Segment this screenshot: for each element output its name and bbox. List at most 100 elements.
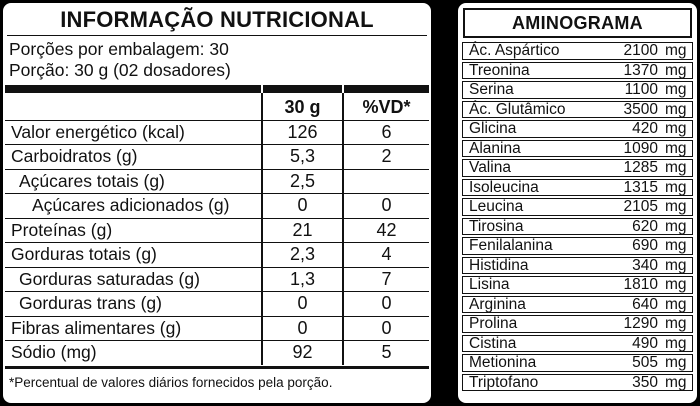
amino-acid-unit: mg (665, 139, 687, 157)
amino-row: Arginina 640 mg (462, 295, 693, 313)
nutrition-row: Açúcares totais (g) 2,5 (5, 169, 429, 194)
nutrition-table: 30 g %VD* Valor energético (kcal) 126 6 Car… (5, 93, 429, 365)
amino-acid-value: 2100 (623, 42, 658, 59)
nutrient-amount: 1,3 (261, 267, 342, 291)
amino-row: Triptofano 350 mg (462, 373, 693, 391)
nutrition-row: Gorduras saturadas (g) 1,3 7 (5, 267, 429, 292)
thick-divider-bar (5, 85, 429, 93)
amino-acid-value: 1290 (623, 315, 658, 332)
amino-acid-name: Glicina (469, 120, 517, 137)
nutrient-label: Gorduras saturadas (g) (19, 268, 200, 289)
amino-acid-value: 1285 (623, 159, 658, 176)
aminogram-table-body: Ác. Aspártico 2100 mg Treonina 1370 mg Serina 1… (462, 42, 693, 391)
amino-row: Valina 1285 mg (462, 159, 693, 177)
daily-value-footnote: *Percentual de valores diários fornecido… (9, 374, 333, 390)
amino-acid-name: Tirosina (469, 217, 524, 235)
amino-row: Leucina 2105 mg (462, 198, 693, 216)
amino-row: Treonina 1370 mg (462, 61, 693, 79)
amino-acid-value: 1090 (623, 139, 658, 157)
amino-acid-name: Ác. Glutâmico (469, 100, 566, 118)
nutrient-label: Carboidratos (g) (11, 146, 138, 166)
amino-acid-value: 340 (632, 256, 658, 274)
nutrition-table-header: 30 g %VD* (5, 93, 429, 121)
amino-row: Fenilalanina 690 mg (462, 237, 693, 255)
amino-acid-name: Serina (469, 81, 514, 98)
amino-acid-value: 490 (632, 334, 658, 352)
amino-row: Isoleucina 1315 mg (462, 178, 693, 196)
amino-acid-name: Alanina (469, 139, 521, 157)
nutrition-row: Gorduras trans (g) 0 0 (5, 292, 429, 317)
amino-acid-unit: mg (665, 120, 687, 137)
amino-acid-value: 1810 (623, 276, 658, 293)
amino-acid-unit: mg (665, 256, 687, 274)
nutrient-daily-value: 6 (342, 120, 429, 144)
nutrition-row: Valor energético (kcal) 126 6 (5, 120, 429, 145)
amino-acid-unit: mg (665, 373, 687, 391)
divider-bar-segment (342, 85, 429, 93)
amino-acid-value: 640 (632, 295, 658, 313)
servings-per-package: Porções por embalagem: 30 (9, 39, 229, 59)
amino-row: Cistina 490 mg (462, 334, 693, 352)
nutrient-label: Açúcares totais (g) (19, 170, 165, 191)
amino-acid-name: Cistina (469, 334, 517, 352)
amino-acid-unit: mg (665, 198, 687, 215)
amino-acid-name: Triptofano (469, 373, 539, 391)
nutrient-amount: 92 (261, 341, 342, 365)
amino-acid-value: 620 (632, 217, 658, 235)
nutrition-row: Fibras alimentares (g) 0 0 (5, 316, 429, 341)
amino-row: Lisina 1810 mg (462, 276, 693, 294)
header-dv-column: %VD* (342, 93, 429, 120)
nutrient-label: Gorduras trans (g) (19, 293, 162, 313)
amino-acid-value: 3500 (623, 100, 658, 118)
nutrient-daily-value (342, 169, 429, 193)
nutrient-amount: 5,3 (261, 145, 342, 169)
amino-row: Histidina 340 mg (462, 256, 693, 274)
amino-acid-value: 2105 (623, 198, 658, 215)
nutrient-amount: 2,5 (261, 169, 342, 193)
nutrient-amount: 126 (261, 120, 342, 144)
amino-acid-unit: mg (665, 100, 687, 118)
nutrient-daily-value: 5 (342, 341, 429, 365)
amino-row: Ác. Aspártico 2100 mg (462, 42, 693, 60)
nutrition-row: Açúcares adicionados (g) 0 0 (5, 194, 429, 219)
nutrient-daily-value: 0 (342, 316, 429, 340)
amino-acid-name: Leucina (469, 198, 524, 215)
nutrient-label: Sódio (mg) (11, 342, 97, 362)
header-empty-cell (5, 93, 261, 120)
amino-acid-value: 1315 (623, 178, 658, 196)
amino-acid-name: Prolina (469, 315, 518, 332)
amino-acid-unit: mg (665, 334, 687, 352)
amino-acid-unit: mg (665, 81, 687, 98)
amino-row: Serina 1100 mg (462, 81, 693, 99)
nutrient-label: Gorduras totais (g) (11, 244, 157, 264)
footnote-divider (5, 365, 429, 369)
aminogram-title: AMINOGRAMA (463, 8, 692, 38)
amino-acid-name: Histidina (469, 256, 529, 274)
nutrient-label: Fibras alimentares (g) (11, 317, 182, 338)
amino-acid-unit: mg (665, 295, 687, 313)
amino-acid-name: Ác. Aspártico (469, 42, 560, 59)
amino-acid-unit: mg (665, 237, 687, 254)
nutrient-daily-value: 42 (342, 218, 429, 242)
nutrient-daily-value: 7 (342, 267, 429, 291)
amino-acid-value: 690 (632, 237, 658, 254)
header-amount-column: 30 g (261, 93, 342, 120)
amino-acid-value: 1370 (623, 61, 658, 79)
divider-bar-segment (261, 85, 342, 93)
amino-acid-value: 1100 (624, 81, 658, 98)
amino-acid-unit: mg (665, 61, 687, 79)
amino-acid-value: 505 (632, 354, 658, 371)
nutrient-daily-value: 0 (342, 292, 429, 316)
nutrient-amount: 21 (261, 218, 342, 242)
amino-acid-unit: mg (665, 276, 687, 293)
nutrient-amount: 0 (261, 194, 342, 218)
amino-row: Glicina 420 mg (462, 120, 693, 138)
amino-acid-value: 420 (632, 120, 658, 137)
amino-acid-unit: mg (665, 217, 687, 235)
nutrition-row: Carboidratos (g) 5,3 2 (5, 145, 429, 170)
nutrient-label: Açúcares adicionados (g) (32, 195, 230, 215)
amino-acid-unit: mg (665, 354, 687, 371)
amino-acid-name: Valina (469, 159, 511, 176)
amino-acid-unit: mg (665, 159, 687, 176)
nutrient-amount: 0 (261, 292, 342, 316)
